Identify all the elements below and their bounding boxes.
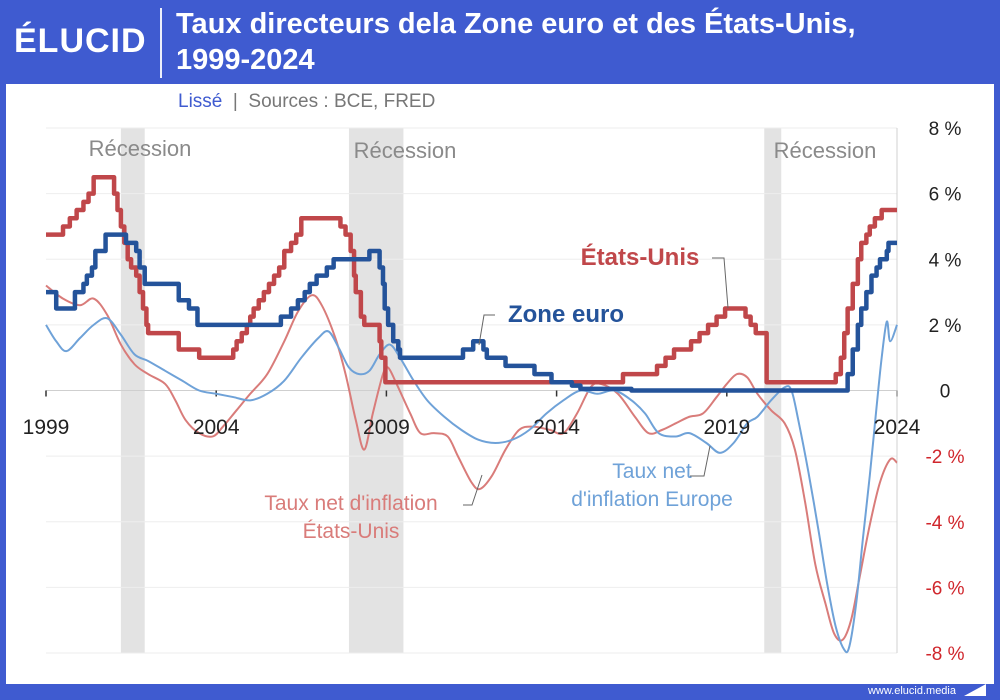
- recession-label: Récession: [354, 138, 457, 163]
- subtitle-separator: |: [232, 91, 238, 112]
- chart-title-line-2: 1999-2024: [176, 44, 315, 76]
- series-lines: [45, 174, 898, 654]
- chart-title-line-1: Taux directeurs dela Zone euro et des Ét…: [176, 8, 856, 40]
- y-tick-label: 6 %: [929, 185, 962, 206]
- brand-mark-icon: [964, 684, 986, 696]
- x-tick-label: 2024: [874, 416, 921, 439]
- y-tick-label: -4 %: [925, 513, 964, 534]
- y-tick-label: 8 %: [929, 119, 962, 140]
- chart-labels: Récession Récession Récession 8 % 6 % 4 % 2 % 0…: [23, 119, 965, 665]
- recession-label: Récession: [89, 136, 192, 161]
- series-line-eu-net: [45, 316, 898, 654]
- x-tick-label: 1999: [23, 416, 70, 439]
- annotation-leader-us-net: [463, 474, 483, 506]
- series-line-us: [46, 174, 897, 385]
- y-tick-label: 4 %: [929, 250, 962, 271]
- annotation-leader-eu: [478, 314, 495, 346]
- x-tick-label: 2009: [363, 416, 410, 439]
- y-tick-label: 0: [940, 382, 951, 403]
- y-tick-label: 2 %: [929, 316, 962, 337]
- series-label-eu-net: d'inflation Europe: [571, 488, 733, 511]
- y-tick-label: -8 %: [925, 644, 964, 665]
- series-label-us-net: États-Unis: [303, 520, 400, 543]
- series-line-eu: [46, 232, 897, 393]
- series-line-us-net: [45, 284, 898, 642]
- x-tick-label: 2004: [193, 416, 240, 439]
- annotation-leader-eu-net: [690, 445, 711, 477]
- x-tick-label: 2014: [533, 416, 580, 439]
- y-tick-label: -6 %: [925, 578, 964, 599]
- x-tick-label: 2019: [703, 416, 750, 439]
- header-divider: [160, 8, 162, 78]
- chart-title: Taux directeurs dela Zone euro et des Ét…: [176, 6, 986, 78]
- series-label-us-net: Taux net d'inflation: [264, 492, 437, 515]
- series-label-eu-net: Taux net: [612, 460, 692, 483]
- sources-label: Sources : BCE, FRED: [248, 91, 436, 112]
- series-label-eu: Zone euro: [508, 301, 624, 328]
- annotation-leader-us: [712, 257, 729, 309]
- y-tick-label: -2 %: [925, 447, 964, 468]
- header-bar: ÉLUCID Taux directeurs dela Zone euro et…: [0, 0, 1000, 84]
- series-label-us: États-Unis: [581, 243, 700, 271]
- annotation-leaders: [463, 257, 729, 506]
- smoothing-label: Lissé: [178, 91, 223, 112]
- chart-subtitle: Lissé | Sources : BCE, FRED: [178, 91, 435, 113]
- footer-url: www.elucid.media: [867, 685, 956, 697]
- recession-label: Récession: [774, 138, 877, 163]
- brand-logo: ÉLUCID: [14, 22, 147, 60]
